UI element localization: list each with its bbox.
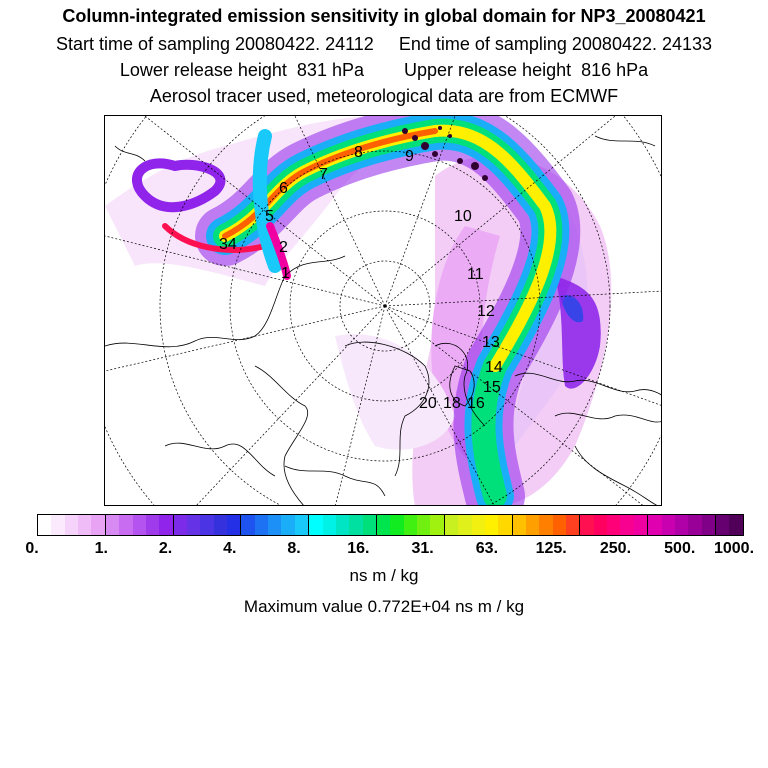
color-scale-segment [349, 515, 363, 535]
color-scale-segment [145, 515, 160, 535]
trajectory-label: 11 [467, 266, 484, 283]
color-scale-segment [471, 515, 485, 535]
color-scale-segment [227, 515, 242, 535]
release-heights: Lower release height 831 hPa Upper relea… [119, 60, 649, 80]
color-scale-tick-label: 8. [287, 540, 301, 557]
color-scale-tick-label: 1000. [713, 540, 755, 557]
color-scale-segment [715, 515, 730, 535]
color-scale-segment [51, 515, 65, 535]
color-scale-tick-label: 0. [25, 540, 39, 557]
color-scale-tick-label: 63. [475, 540, 499, 557]
color-scale-segment [444, 515, 459, 535]
color-scale-segment [498, 515, 513, 535]
color-scale-segment [173, 515, 187, 535]
plot-title: Column-integrated emission sensitivity i… [62, 6, 706, 26]
color-scale-tick-label: 2. [158, 540, 173, 557]
color-scale-segment [701, 515, 716, 535]
color-scale-unit: ns m / kg [349, 566, 419, 585]
color-scale-segment [335, 515, 350, 535]
trajectory-label: 1 [281, 265, 290, 282]
color-scale-segment [268, 515, 282, 535]
color-scale-segment [688, 515, 702, 535]
color-scale-segment [525, 515, 540, 535]
color-scale-segment [186, 515, 201, 535]
color-scale-segment [294, 515, 310, 535]
color-scale-tick-label: 1. [94, 540, 108, 557]
color-scale-segment [593, 515, 608, 535]
color-scale-tick-label: 31. [411, 540, 434, 557]
emission-plume [132, 116, 581, 505]
color-scale-segment [362, 515, 377, 535]
color-scale-segment [648, 515, 662, 535]
data-source-note: Aerosol tracer used, meteorological data… [149, 86, 619, 106]
color-scale-segment [119, 515, 133, 535]
color-scale-segment [200, 515, 214, 535]
trajectory-label: 2 [279, 239, 288, 256]
color-scale-segment [633, 515, 649, 535]
color-scale-segment [322, 515, 336, 535]
trajectory-label: 14 [485, 359, 503, 376]
color-scale-segment [580, 515, 594, 535]
trajectory-label: 7 [319, 166, 328, 183]
trajectory-label: 20 [419, 395, 437, 412]
color-scale-tick-label: 16. [347, 540, 370, 557]
color-scale-segment [241, 515, 255, 535]
trajectory-label: 8 [354, 144, 363, 161]
color-scale-segment [390, 515, 404, 535]
coastlines [105, 135, 661, 505]
color-scale-segment [552, 515, 567, 535]
color-scale-segment [458, 515, 472, 535]
trajectory-label: 16 [467, 395, 485, 412]
trajectory-label: 5 [265, 208, 274, 225]
color-scale-segment [430, 515, 445, 535]
trajectory-label: 6 [279, 180, 288, 197]
color-scale-segment [403, 515, 418, 535]
color-scale-tick-label: 250. [599, 540, 632, 557]
max-region [402, 126, 488, 181]
color-scale-segment [105, 515, 120, 535]
color-scale-segment [674, 515, 689, 535]
color-scale-segment [213, 515, 228, 535]
color-scale-segment [64, 515, 79, 535]
color-scale-tick-label: 4. [223, 540, 237, 557]
color-scale-segment [376, 515, 391, 535]
color-scale-segment [38, 515, 52, 535]
trajectory-label: 13 [482, 334, 500, 351]
trajectory-labels: 1 2 34 5 6 7 8 9 10 11 12 13 14 15 16 18… [219, 144, 503, 412]
trajectory-label: 12 [477, 303, 495, 320]
color-scale-bar [37, 514, 744, 536]
color-scale-segment [620, 515, 634, 535]
trajectory-label: 10 [454, 208, 472, 225]
trajectory-label: 9 [405, 148, 414, 165]
color-scale-segment [78, 515, 92, 535]
color-scale-segment [607, 515, 621, 535]
color-scale-segment [539, 515, 553, 535]
trajectory-label: 15 [483, 379, 501, 396]
color-scale-segment [254, 515, 269, 535]
color-scale-segment [309, 515, 323, 535]
graticule [105, 116, 661, 505]
color-scale-segment [484, 515, 499, 535]
color-scale-segment [729, 515, 743, 535]
color-scale-segment [91, 515, 106, 535]
color-scale-segment [661, 515, 675, 535]
color-scale-segment [159, 515, 174, 535]
color-scale-segment [566, 515, 581, 535]
color-scale-segment [281, 515, 295, 535]
color-scale-segment [417, 515, 431, 535]
trajectory-label: 18 [443, 395, 461, 412]
color-scale-segment [512, 515, 526, 535]
color-scale-tick-label: 125. [535, 540, 567, 557]
sampling-times: Start time of sampling 20080422. 24112 E… [55, 34, 713, 54]
maximum-value: Maximum value 0.772E+04 ns m / kg [243, 597, 525, 616]
color-scale-tick-label: 500. [664, 540, 696, 557]
polar-map: 1 2 34 5 6 7 8 9 10 11 12 13 14 15 16 18… [104, 115, 662, 506]
color-scale-segment [132, 515, 146, 535]
trajectory-label: 34 [219, 236, 237, 253]
